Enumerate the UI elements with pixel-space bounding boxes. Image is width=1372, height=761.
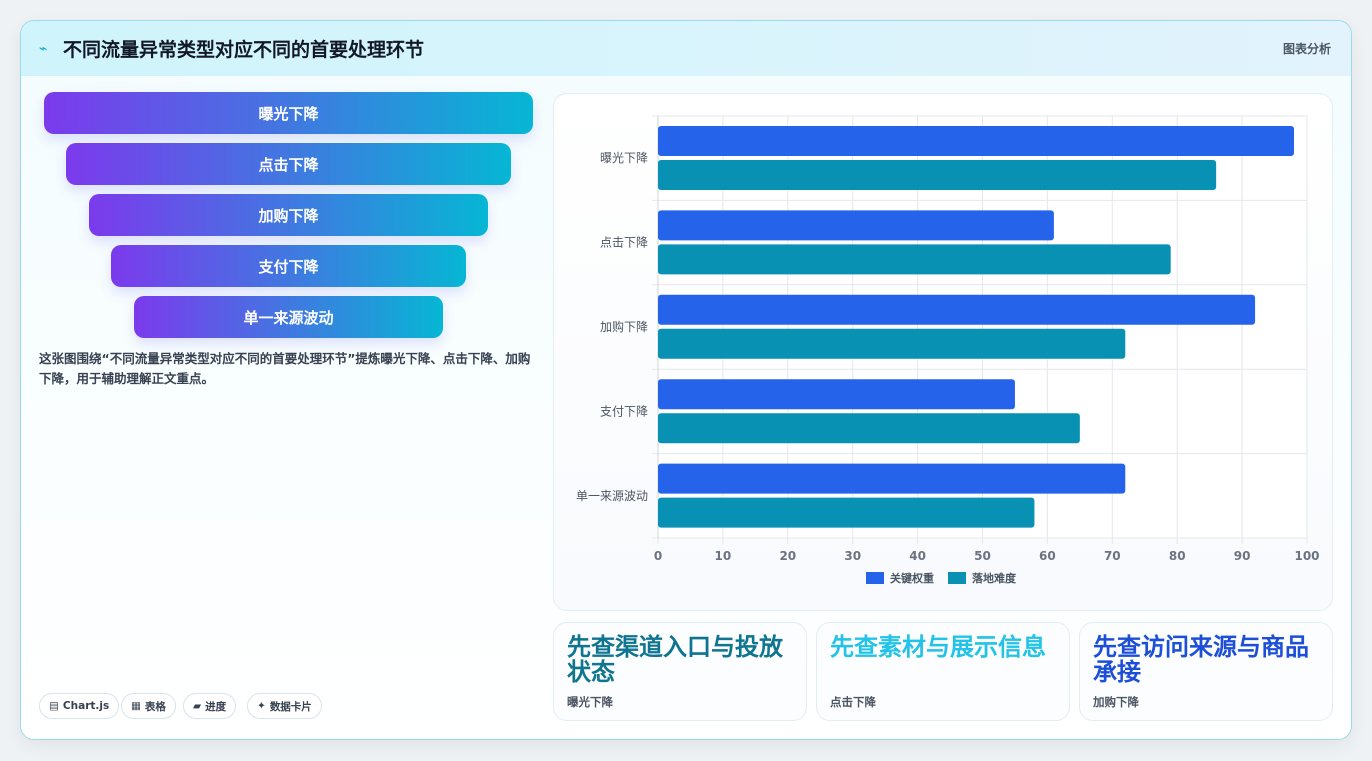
chart-analysis-tag: 图表分析	[1282, 42, 1331, 56]
x-tick-label: 0	[654, 549, 662, 563]
bar	[658, 413, 1080, 444]
legend-label: 关键权重	[890, 571, 934, 585]
y-tick-label: 曝光下降	[600, 151, 648, 165]
x-tick-label: 50	[974, 549, 991, 563]
bar	[658, 126, 1295, 156]
chip-label: 进度	[205, 700, 227, 713]
kpi-title: 先查访问来源与商品承接	[1093, 633, 1309, 686]
kpi-subtitle: 加购下降	[1093, 695, 1139, 709]
chip-label: 表格	[144, 700, 166, 713]
funnel-step-label: 点击下降	[258, 155, 319, 174]
x-tick-label: 60	[1039, 549, 1056, 563]
bar	[658, 379, 1015, 410]
x-tick-label: 10	[715, 549, 732, 563]
kpi-subtitle: 点击下降	[830, 695, 876, 709]
chip-data-card[interactable]: ✦ 数据卡片	[247, 693, 322, 719]
legend-swatch	[866, 572, 884, 584]
funnel-step: 曝光下降	[44, 92, 533, 134]
chart-panel: 0 10 20 30 40 50 60 70 80 90 100 曝光下降点击下降加购下降支付下降单一…	[553, 93, 1333, 611]
header: ⌁ 不同流量异常类型对应不同的首要处理环节 图表分析	[21, 21, 1351, 76]
chip-chartjs[interactable]: ▤ Chart.js	[39, 693, 120, 719]
kpi-title: 先查素材与展示信息	[830, 633, 1046, 661]
funnel-step-label: 曝光下降	[258, 104, 319, 123]
kpi-card: 先查访问来源与商品承接 加购下降	[1079, 622, 1333, 721]
kpi-subtitle: 曝光下降	[567, 695, 613, 709]
kpi-title: 先查渠道入口与投放状态	[567, 633, 783, 686]
legend-swatch	[948, 572, 966, 584]
bar	[658, 328, 1126, 359]
bar	[658, 244, 1171, 275]
sparkle-icon: ✦	[257, 700, 266, 712]
table-icon: ▦	[131, 700, 141, 712]
y-tick-label: 支付下降	[600, 404, 648, 418]
x-tick-label: 100	[1294, 549, 1319, 563]
x-tick-label: 90	[1234, 549, 1251, 563]
page-title: 不同流量异常类型对应不同的首要处理环节	[63, 39, 425, 61]
funnel-step: 点击下降	[66, 143, 511, 185]
y-tick-label: 点击下降	[600, 236, 648, 250]
chip-label: 数据卡片	[269, 700, 312, 713]
funnel-step: 支付下降	[111, 245, 466, 287]
y-tick-label: 加购下降	[600, 319, 648, 334]
main-card: ⌁ 不同流量异常类型对应不同的首要处理环节 图表分析 曝光下降 点击下降 加购下…	[20, 20, 1352, 740]
funnel-step-label: 支付下降	[258, 257, 319, 276]
funnel-step: 单一来源波动	[134, 296, 443, 338]
funnel-step: 加购下降	[89, 194, 488, 236]
kpi-card: 先查渠道入口与投放状态 曝光下降	[553, 622, 807, 721]
legend-label: 落地难度	[972, 571, 1017, 585]
chart-icon: ▤	[49, 700, 59, 712]
bar	[658, 497, 1035, 528]
progress-icon: ▰	[193, 700, 202, 712]
x-tick-label: 70	[1104, 549, 1121, 563]
description-text: 这张图围绕“不同流量异常类型对应不同的首要处理环节”提炼曝光下降、点击下降、加购…	[39, 351, 531, 386]
chip-progress[interactable]: ▰ 进度	[183, 693, 237, 719]
chip-label: Chart.js	[62, 700, 110, 712]
bar	[658, 463, 1126, 494]
chip-table[interactable]: ▦ 表格	[121, 693, 176, 719]
x-tick-label: 30	[844, 549, 861, 563]
y-tick-label: 单一来源波动	[576, 489, 648, 503]
x-tick-label: 20	[779, 549, 796, 563]
bar-chart: 0 10 20 30 40 50 60 70 80 90 100 曝光下降点击下降加购下降支付下降单一…	[576, 115, 1320, 585]
x-tick-label: 40	[909, 549, 926, 563]
funnel-step-label: 加购下降	[258, 206, 319, 225]
chart-icon: ⌁	[39, 41, 48, 57]
bar	[658, 210, 1054, 241]
bar	[658, 294, 1256, 325]
funnel-step-label: 单一来源波动	[243, 308, 334, 327]
kpi-card: 先查素材与展示信息 点击下降	[816, 622, 1070, 721]
bar	[658, 160, 1217, 190]
x-tick-label: 80	[1169, 549, 1186, 563]
